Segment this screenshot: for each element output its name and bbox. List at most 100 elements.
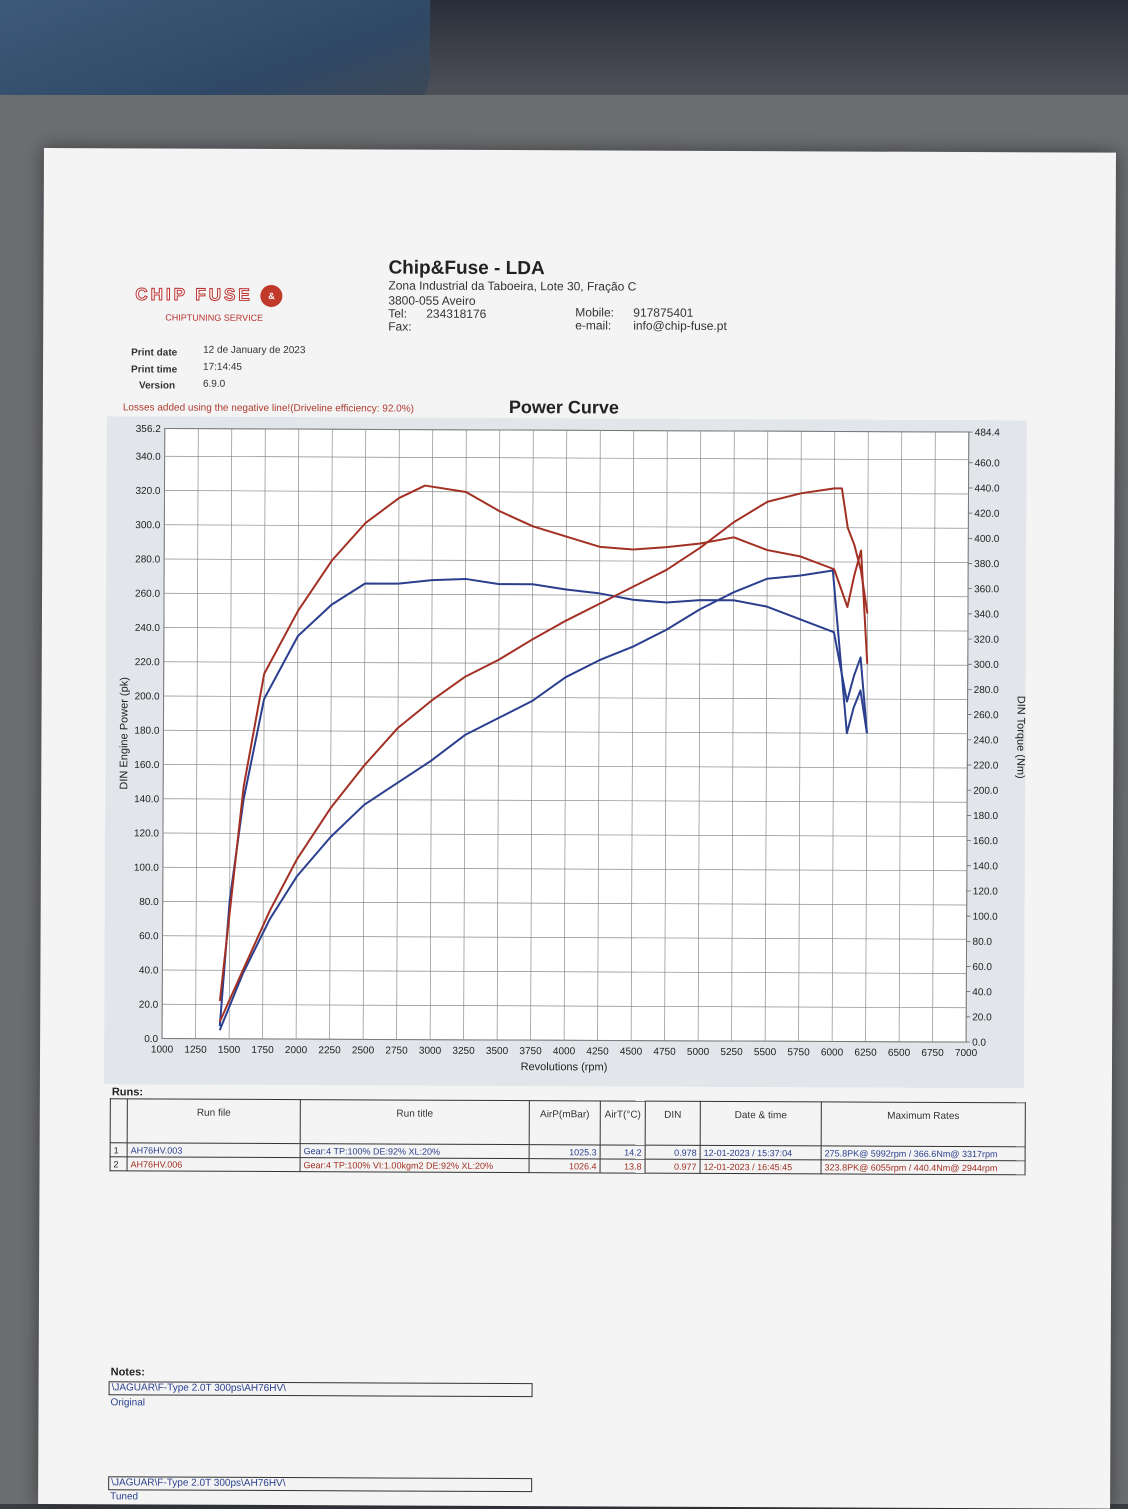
col-header-airt: AirT(°C)	[600, 1101, 645, 1145]
y-tick-label: 260.0	[135, 589, 161, 600]
cell-run-title: Gear:4 TP:100% DE:92% XL:20%	[300, 1144, 529, 1159]
y2-tick-label: 484.4	[975, 428, 1001, 439]
y-tick-label: 0.0	[144, 1034, 158, 1045]
dyno-report-sheet: CHIP FUSE & CHIPTUNING SERVICE Chip&Fuse…	[38, 148, 1116, 1509]
y-tick-label: 300.0	[135, 520, 161, 531]
logo-text: CHIP FUSE	[135, 285, 252, 305]
tel-value: 234318176	[426, 308, 486, 321]
y2-tick-label: 440.0	[974, 483, 1000, 494]
email-label: e-mail:	[575, 319, 611, 332]
cell-index: 1	[110, 1143, 127, 1157]
print-time-label: Print time	[131, 364, 177, 375]
cell-max-rates: 275.8PK@ 5992rpm / 366.6Nm@ 3317rpm	[821, 1146, 1025, 1161]
y-tick-label: 140.0	[134, 794, 160, 805]
x-tick-label: 1000	[151, 1044, 174, 1055]
y2-tick-label: 80.0	[973, 937, 993, 948]
address-line-1: Zona Industrial da Taboeira, Lote 30, Fr…	[388, 280, 636, 294]
y-tick-label: 120.0	[134, 828, 160, 839]
x-tick-label: 6000	[821, 1047, 844, 1058]
cell-run-title: Gear:4 TP:100% VI:1.00kgm2 DE:92% XL:20%	[300, 1158, 529, 1173]
y2-tick-label: 240.0	[973, 735, 999, 746]
x-tick-label: 1250	[184, 1045, 207, 1056]
y2-tick-label: 160.0	[973, 836, 999, 847]
x-tick-label: 6500	[888, 1048, 911, 1059]
x-tick-label: 7000	[955, 1048, 978, 1059]
x-tick-label: 6250	[854, 1048, 877, 1059]
x-tick-label: 2750	[385, 1045, 408, 1056]
note-1-label: Original	[111, 1397, 146, 1408]
cell-airt: 14.2	[600, 1145, 645, 1159]
x-tick-label: 2000	[285, 1045, 308, 1056]
y2-tick-label: 340.0	[974, 609, 1000, 620]
x-tick-label: 2500	[352, 1045, 375, 1056]
y-tick-label: 20.0	[139, 1000, 159, 1011]
email-value: info@chip-fuse.pt	[633, 320, 727, 333]
cell-run-file: AH76HV.006	[127, 1157, 300, 1172]
y-tick-label: 80.0	[139, 897, 159, 908]
y-tick-label: 320.0	[135, 486, 161, 497]
col-header-index	[110, 1099, 127, 1143]
y2-tick-label: 460.0	[975, 458, 1001, 469]
x-tick-label: 6750	[921, 1048, 944, 1059]
y-tick-label: 100.0	[134, 863, 160, 874]
y2-tick-label: 260.0	[974, 710, 1000, 721]
y2-tick-label: 120.0	[973, 886, 999, 897]
x-tick-label: 3250	[452, 1046, 475, 1057]
note-2-label: Tuned	[110, 1491, 138, 1502]
notes-title: Notes:	[111, 1366, 145, 1378]
logo-subtitle: CHIPTUNING SERVICE	[165, 313, 295, 324]
col-header-datetime: Date & time	[700, 1101, 821, 1146]
y-tick-label: 220.0	[135, 657, 161, 668]
x-tick-label: 3500	[486, 1046, 509, 1057]
losses-note: Losses added using the negative line!(Dr…	[123, 402, 414, 414]
note-1-path: \JAGUAR\F-Type 2.0T 300ps\AH76HV\	[109, 1381, 533, 1397]
x-tick-label: 5250	[720, 1047, 743, 1058]
y2-tick-label: 60.0	[972, 962, 992, 973]
col-header-run-title: Run title	[300, 1100, 529, 1145]
y-tick-label: 200.0	[135, 691, 161, 702]
company-name: Chip&Fuse - LDA	[388, 258, 544, 281]
y2-tick-label: 280.0	[974, 685, 1000, 696]
print-date-label: Print date	[131, 347, 177, 358]
y-tick-label: 340.0	[136, 452, 162, 463]
chart-title: Power Curve	[509, 397, 619, 418]
cell-airp: 1025.3	[529, 1145, 600, 1159]
y2-tick-label: 100.0	[973, 912, 999, 923]
print-time-value: 17:14:45	[203, 362, 242, 373]
cell-din: 0.978	[645, 1145, 700, 1159]
runs-table: Run file Run title AirP(mBar) AirT(°C) D…	[110, 1098, 1026, 1175]
table-row: 2 AH76HV.006 Gear:4 TP:100% VI:1.00kgm2 …	[110, 1157, 1025, 1175]
y-tick-label: 180.0	[134, 726, 160, 737]
y-tick-label: 356.2	[136, 424, 162, 435]
y2-tick-label: 200.0	[973, 786, 999, 797]
x-tick-label: 3000	[419, 1046, 442, 1057]
x-tick-label: 4250	[586, 1046, 609, 1057]
col-header-max-rates: Maximum Rates	[821, 1102, 1025, 1147]
y2-tick-label: 20.0	[972, 1012, 992, 1023]
x-tick-label: 5750	[787, 1047, 810, 1058]
print-date-value: 12 de January de 2023	[203, 345, 305, 356]
runs-title: Runs:	[112, 1086, 143, 1098]
y-tick-label: 240.0	[135, 623, 161, 634]
y2-tick-label: 360.0	[974, 584, 1000, 595]
x-tick-label: 5500	[754, 1047, 777, 1058]
y2-axis-label: DIN Torque (Nm)	[1014, 696, 1026, 779]
cell-airp: 1026.4	[529, 1159, 600, 1173]
y-axis-label: DIN Engine Power (pk)	[118, 677, 130, 790]
x-tick-label: 1500	[218, 1045, 241, 1056]
y2-tick-label: 320.0	[974, 635, 1000, 646]
company-logo: CHIP FUSE & CHIPTUNING SERVICE	[135, 284, 295, 323]
y-tick-label: 60.0	[139, 931, 159, 942]
y-tick-label: 160.0	[134, 760, 160, 771]
y2-tick-label: 380.0	[974, 559, 1000, 570]
col-header-din: DIN	[645, 1101, 700, 1145]
x-tick-label: 3750	[519, 1046, 542, 1057]
y2-tick-label: 300.0	[974, 660, 1000, 671]
cell-datetime: 12-01-2023 / 16:45:45	[700, 1159, 821, 1174]
x-tick-label: 2250	[318, 1045, 341, 1056]
cell-airt: 13.8	[600, 1159, 645, 1173]
y2-tick-label: 140.0	[973, 861, 999, 872]
version-value: 6.9.0	[203, 379, 225, 390]
runs-header-row: Run file Run title AirP(mBar) AirT(°C) D…	[110, 1099, 1025, 1147]
